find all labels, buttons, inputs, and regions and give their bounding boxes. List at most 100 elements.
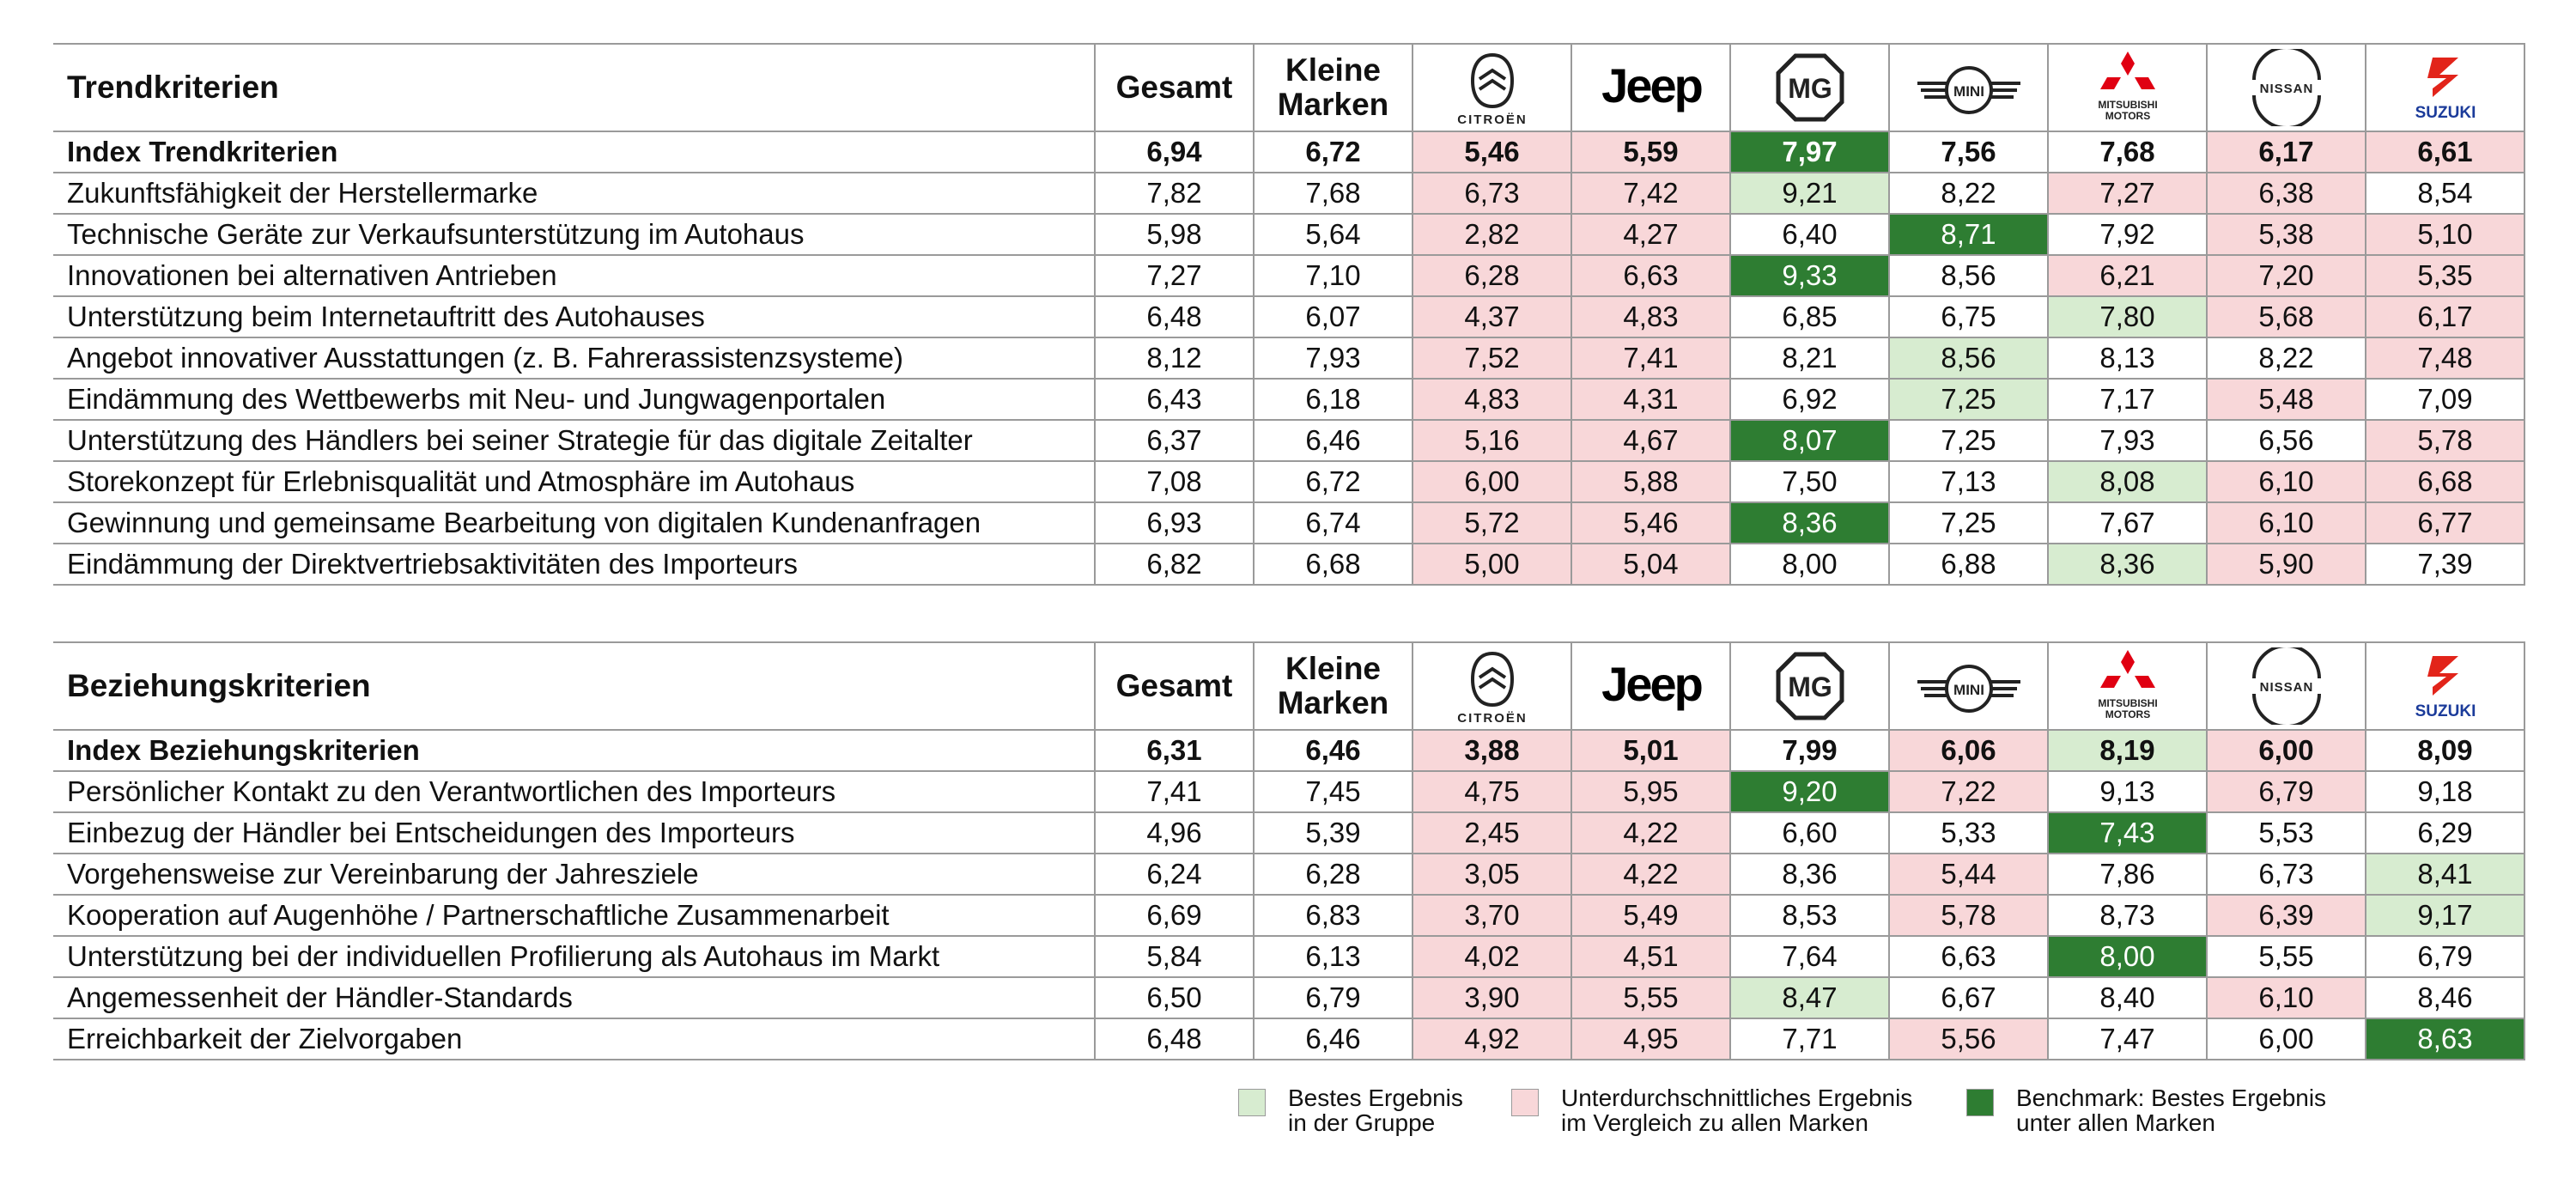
cell-value: 7,71 bbox=[1729, 1018, 1889, 1060]
column-header-mitsubishi: MITSUBISHI MOTORS bbox=[2047, 641, 2207, 731]
cell-value: 8,56 bbox=[1888, 255, 2048, 297]
cell-value: 6,94 bbox=[1094, 131, 1254, 173]
cell-value: 5,98 bbox=[1094, 214, 1254, 256]
cell-value: 6,10 bbox=[2206, 461, 2366, 503]
brand-wordmark: NISSAN bbox=[2259, 82, 2313, 96]
cell-value: 6,79 bbox=[1253, 977, 1413, 1019]
column-header-jeep: Jeep bbox=[1571, 641, 1730, 731]
cell-value: 6,21 bbox=[2047, 255, 2207, 297]
table-row: Technische Geräte zur Verkaufsunterstütz… bbox=[53, 214, 2525, 256]
cell-value: 6,07 bbox=[1253, 296, 1413, 338]
cell-value: 6,28 bbox=[1253, 854, 1413, 896]
cell-value: 9,13 bbox=[2047, 771, 2207, 813]
cell-value: 6,50 bbox=[1094, 977, 1254, 1019]
mitsubishi-logo: MITSUBISHI MOTORS bbox=[2049, 46, 2206, 129]
table-row: Gewinnung und gemeinsame Bearbeitung von… bbox=[53, 502, 2525, 544]
cell-value: 8,07 bbox=[1729, 420, 1889, 462]
row-label: Eindämmung des Wettbewerbs mit Neu- und … bbox=[53, 379, 1095, 421]
cell-value: 5,88 bbox=[1571, 461, 1730, 503]
table-title: Trendkriterien bbox=[53, 43, 1095, 132]
table-row: Einbezug der Händler bei Entscheidungen … bbox=[53, 812, 2525, 854]
cell-value: 5,35 bbox=[2365, 255, 2525, 297]
cell-value: 7,68 bbox=[2047, 131, 2207, 173]
cell-value: 4,02 bbox=[1412, 936, 1571, 978]
cell-value: 6,37 bbox=[1094, 420, 1254, 462]
brand-wordmark: MITSUBISHI MOTORS bbox=[2098, 697, 2157, 720]
cell-value: 4,75 bbox=[1412, 771, 1571, 813]
cell-value: 6,31 bbox=[1094, 730, 1254, 772]
cell-value: 6,82 bbox=[1094, 544, 1254, 586]
cell-value: 6,75 bbox=[1888, 296, 2048, 338]
cell-value: 7,45 bbox=[1253, 771, 1413, 813]
cell-value: 8,00 bbox=[1729, 544, 1889, 586]
cell-value: 6,72 bbox=[1253, 461, 1413, 503]
cell-value: 6,28 bbox=[1412, 255, 1571, 297]
cell-value: 7,80 bbox=[2047, 296, 2207, 338]
nissan-logo: NISSAN bbox=[2208, 49, 2365, 126]
legend-label: Benchmark: Bestes Ergebnis unter allen M… bbox=[2016, 1085, 2327, 1136]
cell-value: 6,00 bbox=[2206, 1018, 2366, 1060]
cell-value: 4,96 bbox=[1094, 812, 1254, 854]
cell-value: 6,46 bbox=[1253, 1018, 1413, 1060]
cell-value: 8,00 bbox=[2047, 936, 2207, 978]
cell-value: 7,93 bbox=[1253, 337, 1413, 380]
column-header-mg: MG bbox=[1729, 641, 1889, 731]
cell-value: 6,06 bbox=[1888, 730, 2048, 772]
table-row: Unterstützung bei der individuellen Prof… bbox=[53, 936, 2525, 978]
cell-value: 5,16 bbox=[1412, 420, 1571, 462]
cell-value: 5,78 bbox=[1888, 895, 2048, 937]
cell-value: 6,79 bbox=[2365, 936, 2525, 978]
cell-value: 8,36 bbox=[1729, 854, 1889, 896]
column-header-citroen: CITROËN bbox=[1412, 43, 1571, 132]
cell-value: 4,95 bbox=[1571, 1018, 1730, 1060]
row-label: Zukunftsfähigkeit der Herstellermarke bbox=[53, 173, 1095, 215]
column-header-mini: MINI bbox=[1888, 43, 2048, 132]
cell-value: 7,27 bbox=[2047, 173, 2207, 215]
cell-value: 7,25 bbox=[1888, 502, 2048, 544]
cell-value: 6,00 bbox=[1412, 461, 1571, 503]
cell-value: 5,39 bbox=[1253, 812, 1413, 854]
cell-value: 6,56 bbox=[2206, 420, 2366, 462]
cell-value: 7,43 bbox=[2047, 812, 2207, 854]
cell-value: 7,22 bbox=[1888, 771, 2048, 813]
cell-value: 7,13 bbox=[1888, 461, 2048, 503]
row-label: Gewinnung und gemeinsame Bearbeitung von… bbox=[53, 502, 1095, 544]
cell-value: 5,33 bbox=[1888, 812, 2048, 854]
cell-value: 7,97 bbox=[1729, 131, 1889, 173]
cell-value: 6,74 bbox=[1253, 502, 1413, 544]
cell-value: 6,38 bbox=[2206, 173, 2366, 215]
cell-value: 5,64 bbox=[1253, 214, 1413, 256]
cell-value: 7,09 bbox=[2365, 379, 2525, 421]
cell-value: 7,41 bbox=[1094, 771, 1254, 813]
brand-wordmark: NISSAN bbox=[2259, 680, 2313, 695]
legend-item-benchmark: Benchmark: Bestes Ergebnis unter allen M… bbox=[1966, 1085, 2326, 1135]
row-label: Unterstützung des Händlers bei seiner St… bbox=[53, 420, 1095, 462]
cell-value: 4,83 bbox=[1412, 379, 1571, 421]
row-label: Unterstützung beim Internetauftritt des … bbox=[53, 296, 1095, 338]
cell-value: 5,01 bbox=[1571, 730, 1730, 772]
row-label: Storekonzept für Erlebnisqualität und At… bbox=[53, 461, 1095, 503]
cell-value: 8,46 bbox=[2365, 977, 2525, 1019]
table-row: Erreichbarkeit der Zielvorgaben 6,48 6,46 4… bbox=[53, 1018, 2525, 1060]
mini-logo: MINI bbox=[1890, 656, 2047, 716]
cell-value: 6,10 bbox=[2206, 502, 2366, 544]
column-header-mg: MG bbox=[1729, 43, 1889, 132]
cell-value: 7,41 bbox=[1571, 337, 1730, 380]
cell-value: 8,09 bbox=[2365, 730, 2525, 772]
cell-value: 5,55 bbox=[2206, 936, 2366, 978]
index-row: Index Trendkriterien 6,94 6,72 5,46 5,59 7,97… bbox=[53, 131, 2525, 173]
row-label: Unterstützung bei der individuellen Prof… bbox=[53, 936, 1095, 978]
beziehungskriterien-table: Beziehungskriterien Gesamt Kleine Marken… bbox=[53, 641, 2525, 1060]
cell-value: 3,05 bbox=[1412, 854, 1571, 896]
mini-logo: MINI bbox=[1890, 58, 2047, 118]
column-header-nissan: NISSAN bbox=[2206, 641, 2366, 731]
cell-value: 7,27 bbox=[1094, 255, 1254, 297]
cell-value: 6,67 bbox=[1888, 977, 2048, 1019]
table-row: Eindämmung der Direktvertriebsaktivitäte… bbox=[53, 544, 2525, 586]
table-row: Unterstützung des Händlers bei seiner St… bbox=[53, 420, 2525, 462]
table-row: Innovationen bei alternativen Antrieben 7… bbox=[53, 255, 2525, 297]
cell-value: 7,08 bbox=[1094, 461, 1254, 503]
column-header-gesamt: Gesamt bbox=[1094, 641, 1254, 731]
brand-wordmark: MITSUBISHI MOTORS bbox=[2098, 99, 2157, 122]
cell-value: 5,68 bbox=[2206, 296, 2366, 338]
